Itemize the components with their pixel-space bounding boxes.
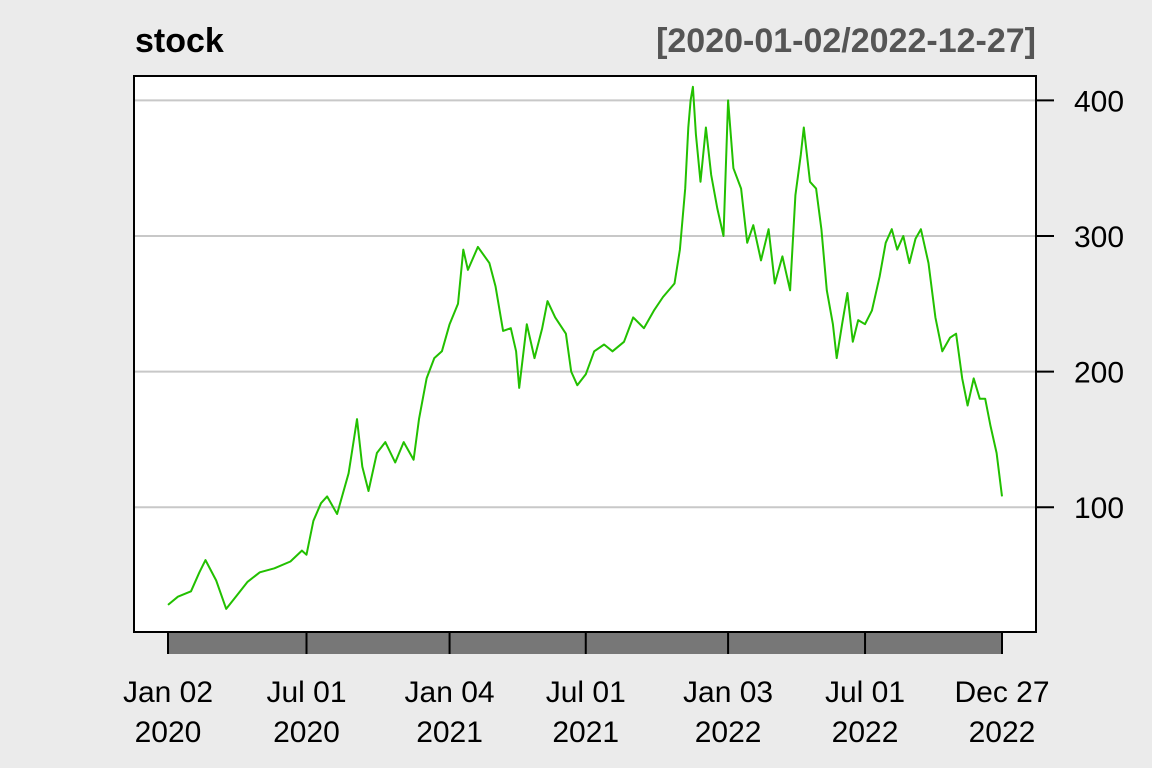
x-tick-label: Jul 01 xyxy=(825,676,905,709)
y-axis: 100 200 300 400 xyxy=(1036,85,1124,525)
chart-title: stock xyxy=(135,22,224,60)
x-tick-year-label: 2020 xyxy=(135,716,202,749)
x-axis: Jan 02 2020 Jul 01 2020 Jan 04 2021 Jul 01 2021… xyxy=(123,632,1050,749)
x-tick-year-label: 2021 xyxy=(552,716,619,749)
x-tick-year-label: 2022 xyxy=(832,716,899,749)
series-layer xyxy=(167,85,1003,610)
plot-border xyxy=(133,75,1037,633)
x-tick-label: Jan 03 xyxy=(683,676,773,709)
x-tick-year-label: 2022 xyxy=(695,716,762,749)
x-tick-label: Jan 02 xyxy=(123,676,213,709)
y-tick-label: 200 xyxy=(1074,357,1124,390)
x-tick-label: Jan 04 xyxy=(405,676,495,709)
x-tick-label: Dec 27 xyxy=(954,676,1049,709)
y-tick-label: 100 xyxy=(1074,492,1124,525)
y-tick-label: 400 xyxy=(1074,85,1124,118)
x-tick-label: Jul 01 xyxy=(266,676,346,709)
x-tick-year-label: 2021 xyxy=(416,716,483,749)
x-tick-year-label: 2020 xyxy=(273,716,340,749)
y-tick-label: 300 xyxy=(1074,221,1124,254)
x-tick-label: Jul 01 xyxy=(546,676,626,709)
grid-lines xyxy=(134,99,1036,509)
plot-area xyxy=(134,76,1036,632)
x-tick-year-label: 2022 xyxy=(969,716,1036,749)
date-range-label: [2020-01-02/2022-12-27] xyxy=(656,22,1036,60)
series-line xyxy=(167,85,1003,610)
